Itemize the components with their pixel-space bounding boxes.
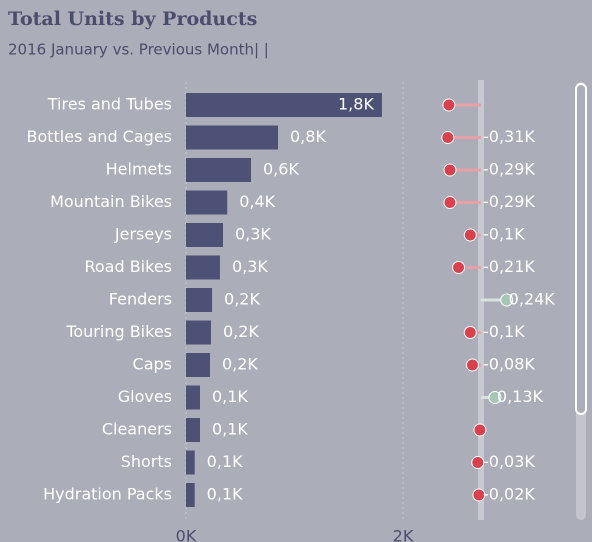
- bar: [186, 385, 200, 410]
- chart-subtitle: 2016 January vs. Previous Month| |: [8, 41, 269, 59]
- bar: [186, 288, 213, 312]
- data-label: 0,1K: [207, 452, 243, 471]
- x-tick-label: 0K: [176, 527, 197, 542]
- dot: [442, 98, 456, 112]
- bar: [186, 190, 228, 215]
- data-label: 0,1K: [212, 387, 248, 406]
- category-label: Gloves: [118, 387, 172, 406]
- stem: [449, 201, 481, 204]
- category-label: Road Bikes: [84, 257, 172, 276]
- data-label: -0,21K: [483, 257, 535, 276]
- data-label: 0,2K: [222, 355, 258, 374]
- bar: [186, 223, 223, 247]
- category-label: Bottles and Cages: [26, 127, 172, 146]
- category-label: Hydration Packs: [43, 485, 172, 504]
- stem: [458, 266, 481, 269]
- data-label: -0,1K: [483, 225, 525, 244]
- data-label: 0,3K: [232, 257, 268, 276]
- chart-title: Total Units by Products: [8, 8, 257, 30]
- dot: [463, 326, 477, 339]
- data-label: -0,31K: [483, 127, 535, 146]
- bar: [186, 158, 251, 182]
- data-label: -0,02K: [483, 485, 535, 504]
- data-label: 1,8K: [338, 95, 374, 114]
- stem: [481, 396, 495, 399]
- dot: [500, 293, 514, 307]
- stem: [448, 103, 481, 107]
- category-label: Tires and Tubes: [47, 95, 172, 114]
- category-label: Touring Bikes: [65, 322, 172, 341]
- bar: [186, 320, 211, 345]
- data-label: -0,08K: [483, 355, 535, 374]
- dot: [443, 196, 457, 209]
- data-label: 0,24K: [509, 290, 556, 309]
- category-label: Fenders: [109, 290, 172, 309]
- stem: [449, 168, 481, 172]
- bar: [186, 418, 200, 442]
- data-label: -0,29K: [483, 192, 535, 211]
- category-label: Jerseys: [114, 225, 172, 244]
- bar: [186, 450, 195, 475]
- dot: [488, 391, 502, 404]
- category-label: Shorts: [121, 452, 172, 471]
- data-label: 0,6K: [263, 160, 299, 179]
- category-label: Mountain Bikes: [50, 192, 172, 211]
- data-label: 0,2K: [223, 322, 259, 341]
- category-label: Cleaners: [102, 420, 172, 439]
- data-label: 0,8K: [290, 127, 326, 146]
- data-label: 0,4K: [239, 192, 275, 211]
- scrollbar-thumb[interactable]: [575, 83, 587, 415]
- data-label: -0,1K: [483, 322, 525, 341]
- dot: [472, 488, 486, 502]
- dot: [471, 456, 485, 469]
- x-tick-label: 2K: [393, 527, 414, 542]
- dot: [463, 228, 477, 242]
- bar: [186, 93, 382, 117]
- dot: [465, 358, 479, 372]
- dot: [441, 131, 455, 144]
- stem: [481, 298, 507, 302]
- dot: [443, 163, 457, 177]
- bar: [186, 353, 210, 377]
- bar: [186, 125, 279, 150]
- data-label: 0,2K: [224, 290, 260, 309]
- bar: [186, 483, 195, 507]
- bar: [186, 255, 220, 280]
- dot: [473, 423, 487, 437]
- data-label: 0,3K: [235, 225, 271, 244]
- data-label: -0,29K: [483, 160, 535, 179]
- dot: [452, 261, 466, 274]
- data-label: 0,1K: [207, 485, 243, 504]
- category-label: Caps: [133, 355, 172, 374]
- data-label: -0,03K: [483, 452, 535, 471]
- data-label: 0,13K: [497, 387, 544, 406]
- stem: [447, 136, 481, 139]
- category-label: Helmets: [106, 160, 172, 179]
- data-label: 0,1K: [212, 420, 248, 439]
